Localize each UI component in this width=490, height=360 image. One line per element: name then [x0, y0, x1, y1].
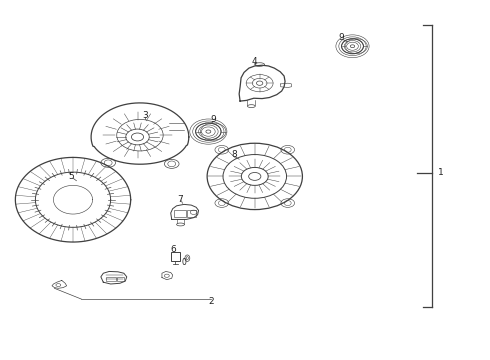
- Bar: [187, 210, 196, 217]
- Bar: [117, 277, 124, 281]
- Text: 6: 6: [171, 245, 176, 254]
- Text: 9: 9: [339, 33, 344, 42]
- Text: 9: 9: [210, 115, 216, 124]
- Text: 2: 2: [208, 297, 214, 306]
- Text: 7: 7: [178, 194, 183, 203]
- Text: 1: 1: [438, 168, 444, 177]
- Bar: [171, 252, 179, 261]
- Bar: [174, 210, 186, 217]
- Text: 0: 0: [181, 258, 186, 267]
- Text: 5: 5: [69, 172, 74, 181]
- Text: 3: 3: [142, 111, 147, 120]
- Text: 4: 4: [252, 57, 258, 66]
- Text: 8: 8: [231, 150, 237, 159]
- Bar: [106, 277, 117, 281]
